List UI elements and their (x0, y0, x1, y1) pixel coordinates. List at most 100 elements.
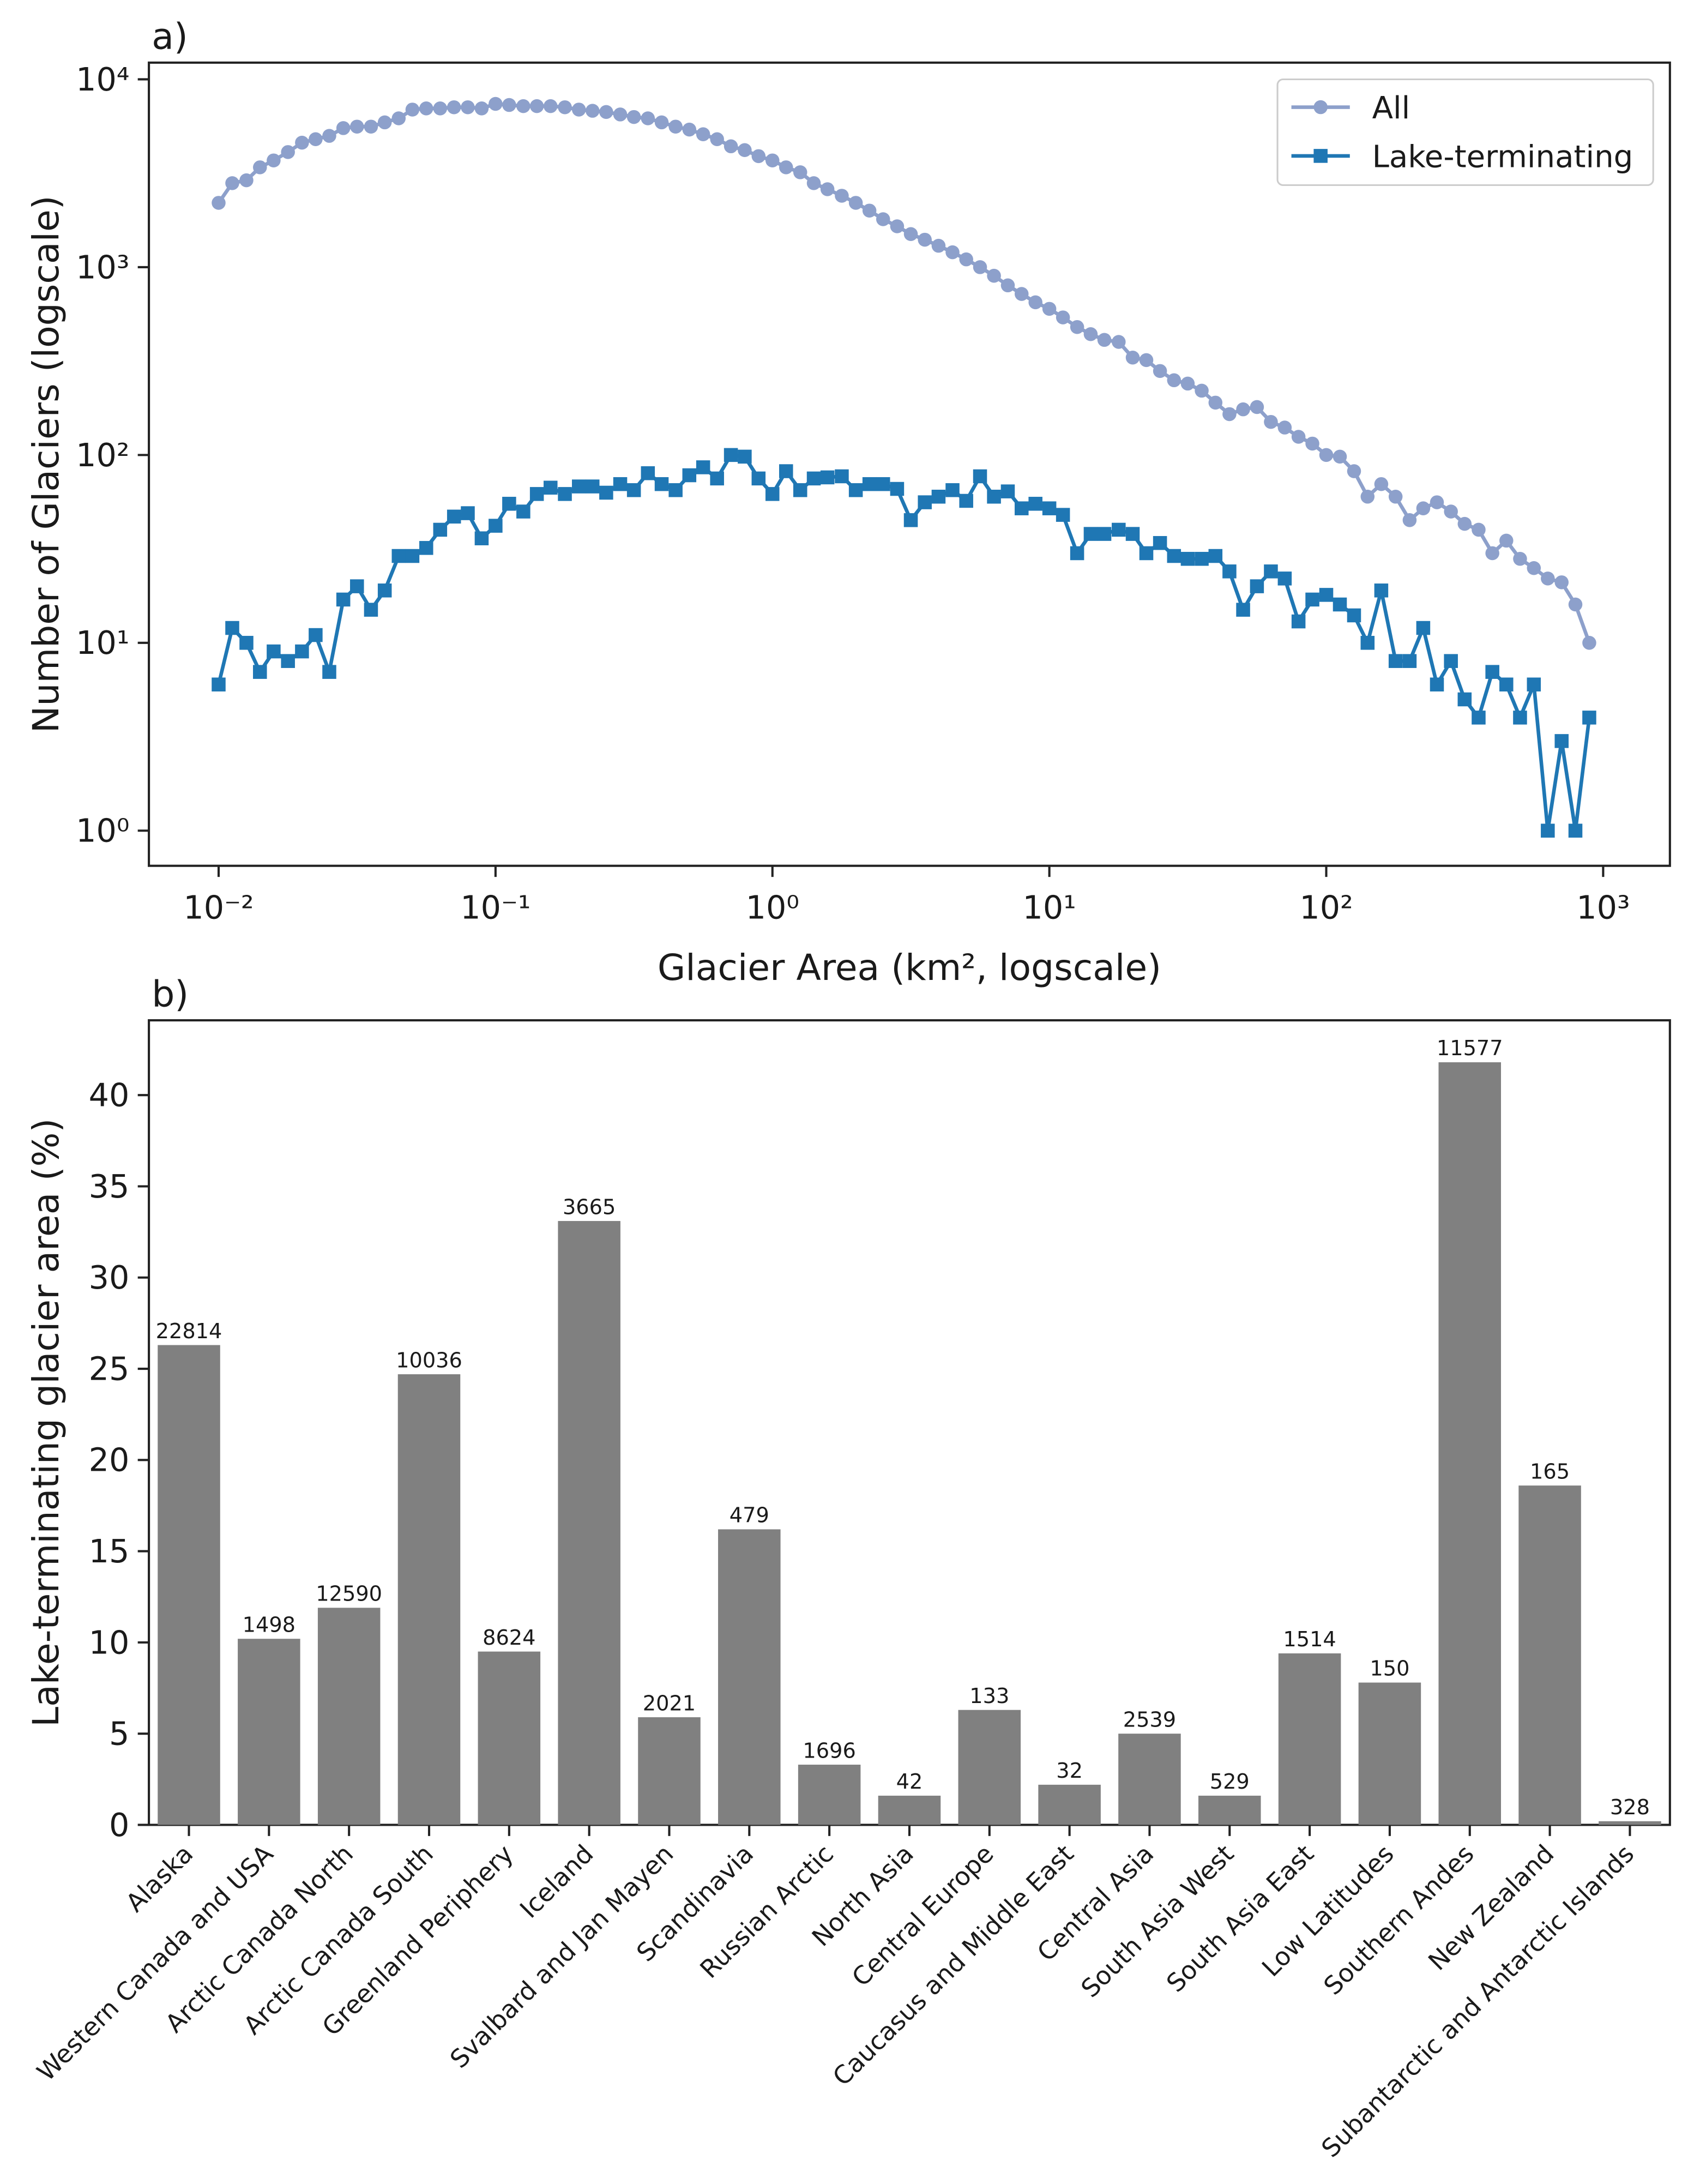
marker (1374, 583, 1389, 598)
marker (1485, 665, 1499, 679)
marker (1014, 287, 1029, 301)
marker (918, 495, 932, 509)
marker (1180, 552, 1195, 566)
marker (350, 119, 364, 134)
marker (544, 480, 558, 495)
x-tick-label: 10⁰ (746, 889, 799, 926)
marker (710, 471, 724, 486)
marker (1472, 711, 1486, 725)
marker (585, 104, 600, 118)
marker (1457, 692, 1472, 707)
marker (696, 127, 710, 141)
marker (1444, 504, 1458, 519)
marker (433, 101, 448, 116)
bar-label: 3665 (563, 1195, 616, 1219)
marker (212, 677, 226, 691)
marker (1180, 376, 1195, 391)
marker (281, 654, 295, 668)
marker (1541, 571, 1555, 586)
marker (1167, 373, 1181, 388)
bar-label: 11577 (1437, 1036, 1503, 1061)
bar (638, 1717, 701, 1825)
marker (1527, 561, 1541, 575)
marker (1333, 449, 1347, 464)
marker (433, 522, 448, 537)
x-tick-label: Alaska (120, 1839, 198, 1917)
marker (502, 98, 516, 112)
marker (336, 592, 351, 607)
marker (779, 160, 793, 175)
marker (558, 487, 572, 501)
x-axis-label: Glacier Area (km², logscale) (658, 946, 1161, 989)
marker (489, 97, 503, 111)
marker (474, 531, 489, 545)
marker (474, 101, 489, 116)
plot-frame (148, 61, 1671, 867)
bar-label: 328 (1610, 1795, 1650, 1820)
marker (1305, 592, 1319, 607)
marker (931, 238, 946, 253)
marker (1333, 597, 1347, 612)
marker (212, 196, 226, 210)
marker (793, 483, 807, 497)
x-tick-label: Central Europe (846, 1839, 999, 1992)
marker (599, 105, 613, 119)
marker (267, 153, 281, 167)
bar (1198, 1795, 1261, 1825)
marker (253, 665, 267, 679)
marker (779, 464, 793, 478)
marker (1125, 351, 1140, 365)
marker (1416, 621, 1431, 635)
y-tick-label: 40 (89, 1077, 130, 1114)
y-tick-label: 5 (109, 1716, 129, 1753)
marker (1222, 407, 1237, 422)
marker (1499, 677, 1514, 691)
marker (1236, 603, 1250, 617)
bar (718, 1529, 781, 1825)
marker (1541, 823, 1555, 838)
marker (1416, 501, 1431, 515)
legend: All Lake-terminating (1276, 78, 1654, 186)
marker (710, 132, 724, 147)
y-tick-label: 10⁰ (76, 813, 129, 850)
marker (1208, 395, 1223, 410)
x-tick-label: 10⁻² (183, 889, 254, 926)
marker (806, 471, 821, 486)
bar-label: 12590 (316, 1582, 382, 1607)
x-tick-label: South Asia East (1161, 1839, 1319, 1998)
marker (1014, 501, 1029, 515)
bar-label: 22814 (156, 1319, 222, 1344)
x-tick-label: 10¹ (1023, 889, 1076, 926)
marker (1097, 333, 1112, 347)
marker (1582, 711, 1596, 725)
marker (1388, 490, 1403, 504)
bar (1518, 1485, 1581, 1825)
bar (878, 1795, 941, 1825)
marker (1042, 302, 1057, 316)
bar-label: 1514 (1283, 1627, 1336, 1652)
marker (1222, 564, 1237, 579)
marker (806, 176, 821, 190)
bar-label: 165 (1530, 1459, 1570, 1484)
marker (862, 203, 877, 218)
marker (1125, 527, 1140, 541)
marker (1388, 654, 1403, 668)
marker (1028, 295, 1042, 310)
marker (945, 245, 960, 260)
marker (1042, 501, 1057, 515)
marker (1360, 636, 1375, 650)
legend-marker (1313, 100, 1328, 115)
marker (1513, 711, 1527, 725)
marker (1527, 677, 1541, 691)
marker (309, 628, 323, 642)
bar-label: 1498 (243, 1613, 296, 1637)
y-tick-label: 10⁴ (76, 61, 129, 98)
marker (1236, 402, 1250, 417)
marker (903, 513, 918, 527)
bar (317, 1608, 381, 1825)
bar-label: 32 (1056, 1759, 1083, 1783)
marker (973, 469, 987, 484)
marker (862, 477, 877, 491)
marker (377, 115, 392, 130)
